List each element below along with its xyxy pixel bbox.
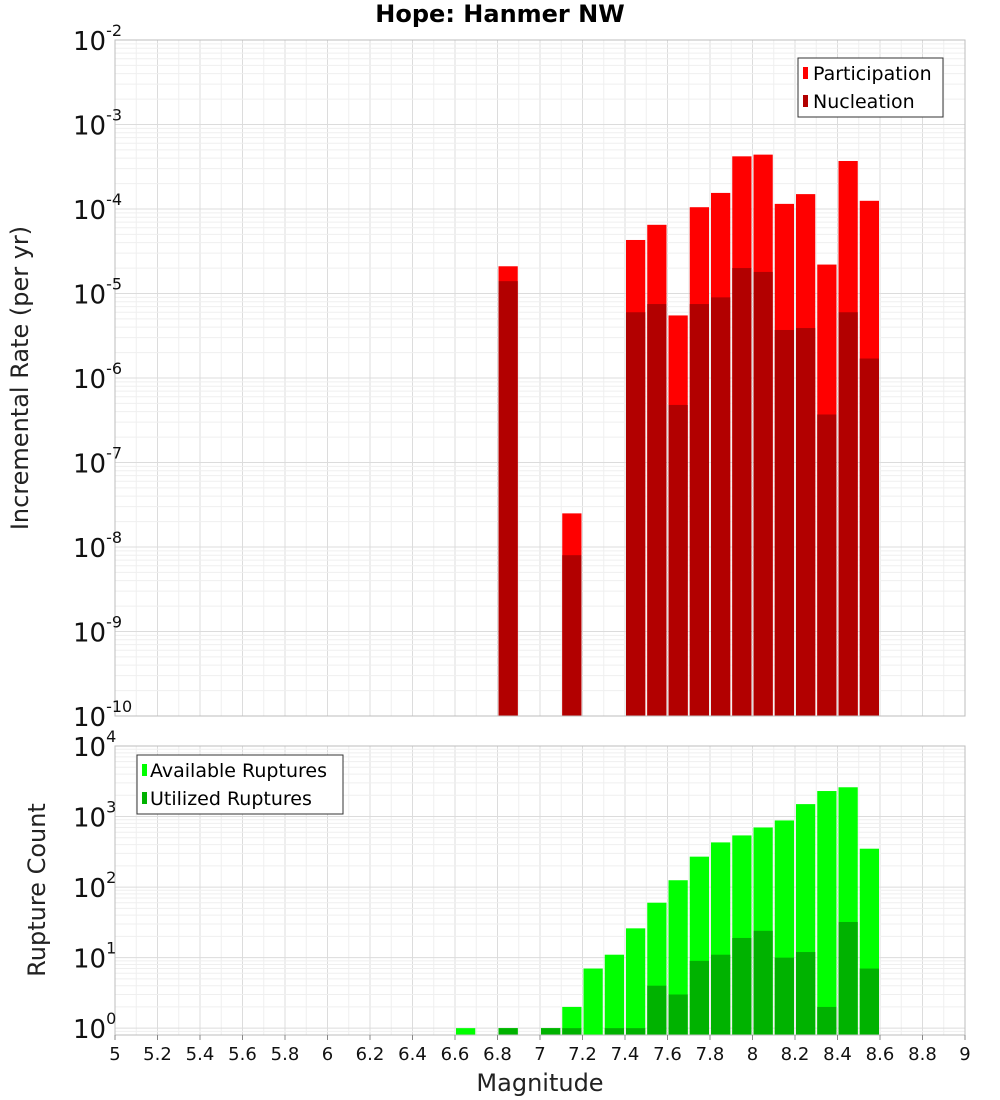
y-tick-label: 10-6 [73, 359, 122, 395]
y-tick-label: 101 [73, 939, 116, 975]
chart-title: Hope: Hanmer NW [375, 0, 624, 28]
bar-available-ruptures [626, 928, 646, 1035]
bar-utilized-ruptures [647, 985, 667, 1035]
x-tick-label: 8.4 [823, 1044, 852, 1065]
legend-swatch-participation [803, 67, 808, 79]
y-tick-label: 10-10 [73, 697, 132, 733]
legend-box [797, 57, 944, 118]
bar-available-ruptures [817, 791, 837, 1035]
bar-nucleation [498, 281, 518, 716]
bar-utilized-ruptures [732, 937, 752, 1035]
x-tick-label: 6.4 [398, 1044, 427, 1065]
legend-label-utilized: Utilized Ruptures [150, 788, 312, 810]
y-tick-label: 10-2 [73, 21, 122, 57]
bar-utilized-ruptures [562, 1028, 582, 1035]
legend-label-nucleation: Nucleation [813, 91, 915, 113]
x-tick-label: 8.8 [908, 1044, 937, 1065]
x-tick-label: 8 [747, 1044, 758, 1065]
bar-nucleation [668, 404, 688, 716]
bar-nucleation [774, 329, 794, 716]
legend-label-available: Available Ruptures [150, 760, 327, 782]
y-tick-label: 100 [73, 1009, 116, 1045]
x-axis-label: Magnitude [476, 1069, 603, 1097]
x-tick-label: 8.2 [781, 1044, 810, 1065]
y-tick-label: 10-9 [73, 613, 122, 649]
top-bars [498, 154, 879, 717]
x-tick-label: 7.8 [696, 1044, 725, 1065]
bar-nucleation [817, 414, 837, 716]
bar-nucleation [711, 297, 731, 716]
x-tick-label: 5 [109, 1044, 120, 1065]
bar-utilized-ruptures [604, 1028, 624, 1035]
bar-nucleation [753, 271, 773, 716]
legend-swatch-nucleation [803, 95, 808, 107]
y-tick-label: 10-4 [73, 190, 122, 226]
bottom-legend: Available Ruptures Utilized Ruptures [136, 754, 344, 815]
bottom-bars [456, 787, 879, 1035]
top-y-axis-label: Incremental Rate (per yr) [6, 226, 34, 530]
legend-box [136, 754, 344, 815]
bar-utilized-ruptures [689, 960, 709, 1035]
bar-available-ruptures [562, 1006, 582, 1035]
x-tick-label: 9 [959, 1044, 970, 1065]
bar-available-ruptures [604, 954, 624, 1035]
x-tick-label: 7.6 [653, 1044, 682, 1065]
x-tick-label: 7 [534, 1044, 545, 1065]
y-tick-label: 10-5 [73, 275, 122, 311]
bar-utilized-ruptures [838, 921, 858, 1035]
bottom-y-tick-labels: 100 101 102 103 104 [73, 727, 116, 1045]
bar-utilized-ruptures [753, 930, 773, 1035]
top-plot-frame [114, 39, 966, 717]
bar-available-ruptures [583, 968, 603, 1035]
x-tick-label: 6.2 [356, 1044, 385, 1065]
bar-nucleation [626, 312, 646, 716]
bottom-panel: 100 101 102 103 104 5 5.2 5.4 5.6 5.8 6 6.2 6.4 6.6 6… [23, 727, 971, 1097]
bar-nucleation [562, 555, 582, 716]
x-tick-label: 5.4 [186, 1044, 215, 1065]
y-tick-label: 104 [73, 727, 116, 763]
bar-nucleation [732, 268, 752, 716]
y-tick-label: 10-8 [73, 528, 122, 564]
bar-nucleation [689, 304, 709, 716]
legend-swatch-utilized [142, 792, 147, 804]
x-tick-label: 7.4 [611, 1044, 640, 1065]
y-tick-label: 10-3 [73, 106, 122, 142]
bottom-y-axis-label: Rupture Count [23, 803, 51, 977]
y-tick-label: 10-7 [73, 444, 122, 480]
top-panel: 10-10 10-9 10-8 10-7 10-6 10-5 10-4 10-3 10-2 In… [6, 21, 966, 733]
bar-utilized-ruptures [817, 1006, 837, 1035]
x-tick-labels: 5 5.2 5.4 5.6 5.8 6 6.2 6.4 6.6 6.8 7 7.2 7.4 7.6 7.8 8… [109, 1035, 971, 1065]
x-tick-label: 6.8 [483, 1044, 512, 1065]
bar-nucleation [647, 304, 667, 716]
x-tick-label: 5.8 [271, 1044, 300, 1065]
top-legend: Participation Nucleation [797, 57, 944, 118]
y-tick-label: 103 [73, 798, 116, 834]
y-tick-label: 102 [73, 868, 116, 904]
bar-utilized-ruptures [498, 1028, 518, 1035]
x-tick-label: 5.2 [143, 1044, 172, 1065]
x-tick-label: 8.6 [866, 1044, 895, 1065]
bar-nucleation [796, 328, 816, 716]
bar-nucleation [838, 312, 858, 716]
bar-available-ruptures [456, 1028, 476, 1035]
x-tick-label: 7.2 [568, 1044, 597, 1065]
x-tick-label: 6.6 [441, 1044, 470, 1065]
bar-nucleation [859, 358, 879, 716]
top-y-tick-labels: 10-10 10-9 10-8 10-7 10-6 10-5 10-4 10-3 10-2 [73, 21, 132, 733]
bar-utilized-ruptures [711, 954, 731, 1035]
bar-utilized-ruptures [774, 957, 794, 1035]
x-tick-label: 6 [322, 1044, 333, 1065]
bar-utilized-ruptures [668, 994, 688, 1035]
top-grid [114, 39, 966, 717]
bar-utilized-ruptures [541, 1028, 561, 1035]
bar-utilized-ruptures [859, 968, 879, 1035]
legend-swatch-available [142, 764, 147, 776]
bar-utilized-ruptures [626, 1028, 646, 1035]
x-tick-label: 5.6 [228, 1044, 257, 1065]
legend-label-participation: Participation [813, 63, 932, 85]
bar-utilized-ruptures [796, 952, 816, 1035]
